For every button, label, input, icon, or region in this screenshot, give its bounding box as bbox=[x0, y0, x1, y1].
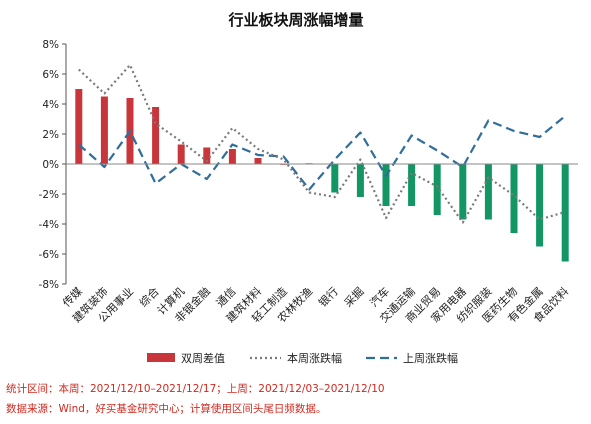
bar bbox=[433, 164, 441, 215]
x-tick-label: 采掘 bbox=[341, 284, 366, 309]
bar bbox=[228, 149, 236, 164]
bar bbox=[510, 164, 518, 233]
bar-series bbox=[75, 89, 569, 262]
footnote-period: 统计区间：本周：2021/12/10–2021/12/17；上周：2021/12… bbox=[6, 383, 385, 395]
bar bbox=[356, 164, 364, 197]
bar bbox=[100, 96, 108, 164]
bar bbox=[382, 164, 390, 206]
y-tick-label: -6% bbox=[39, 249, 59, 261]
footnote-source: 数据来源：Wind，好买基金研究中心；计算使用区间头尾日频数据。 bbox=[6, 403, 327, 415]
y-tick-label: 2% bbox=[42, 129, 59, 141]
chart-title: 行业板块周涨幅增量 bbox=[227, 11, 363, 29]
y-tick-label: 4% bbox=[42, 99, 59, 111]
y-tick-label: 8% bbox=[42, 39, 59, 51]
line-last-week bbox=[78, 115, 566, 191]
bar bbox=[536, 164, 544, 247]
y-tick-label: -8% bbox=[39, 279, 59, 291]
line-this-week bbox=[78, 63, 566, 224]
y-tick-label: -4% bbox=[39, 219, 59, 231]
chart: 行业板块周涨幅增量 -8% -6% -4% -2% 0% 2% 4% 6% 8% 传媒建筑装饰公… bbox=[39, 11, 578, 365]
bar bbox=[177, 144, 185, 164]
bar bbox=[152, 107, 160, 164]
legend-swatch-bar bbox=[147, 353, 175, 362]
y-tick-label: -2% bbox=[39, 189, 59, 201]
y-axis: -8% -6% -4% -2% 0% 2% 4% 6% 8% bbox=[39, 39, 67, 291]
legend-label-this-week: 本周涨跌幅 bbox=[287, 351, 342, 365]
legend: 双周差值 本周涨跌幅 上周涨跌幅 bbox=[147, 351, 458, 365]
bar bbox=[331, 164, 339, 193]
bar bbox=[254, 158, 262, 164]
bar bbox=[484, 164, 492, 220]
y-tick-label: 6% bbox=[42, 69, 59, 81]
bar bbox=[459, 164, 467, 220]
legend-label-bar: 双周差值 bbox=[181, 351, 225, 365]
bar bbox=[203, 147, 211, 164]
legend-label-last-week: 上周涨跌幅 bbox=[403, 351, 458, 365]
y-tick-label: 0% bbox=[42, 159, 59, 171]
bar bbox=[408, 164, 416, 206]
x-tick-label: 银行 bbox=[315, 284, 340, 309]
bar bbox=[75, 89, 83, 164]
line-series bbox=[78, 63, 566, 224]
bar bbox=[561, 164, 569, 262]
